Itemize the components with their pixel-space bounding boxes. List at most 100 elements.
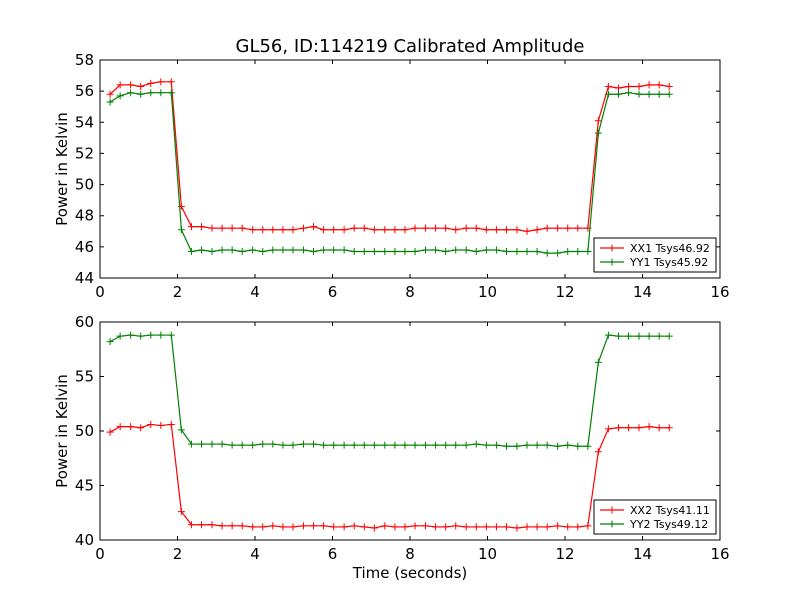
data-point (177, 202, 185, 210)
data-point (238, 224, 246, 232)
data-point (401, 441, 409, 449)
x-tick-label: 10 (478, 283, 497, 301)
data-point (432, 224, 440, 232)
data-point (442, 441, 450, 449)
data-point (543, 441, 551, 449)
data-point (218, 246, 226, 254)
x-axis-label: Time (seconds) (352, 564, 468, 582)
data-point (116, 423, 124, 431)
data-point (208, 248, 216, 256)
data-point (513, 226, 521, 234)
data-point (218, 224, 226, 232)
data-point (442, 224, 450, 232)
data-point (106, 98, 114, 106)
legend-marker (608, 506, 616, 514)
data-point (452, 246, 460, 254)
data-point (279, 246, 287, 254)
data-point (533, 248, 541, 256)
data-point (116, 92, 124, 100)
data-point (279, 226, 287, 234)
y-tick-label: 50 (75, 176, 94, 194)
data-point (370, 226, 378, 234)
data-point (442, 248, 450, 256)
data-point (625, 82, 633, 90)
data-point (137, 332, 145, 340)
data-point (106, 90, 114, 98)
data-point (523, 227, 531, 235)
data-point (350, 248, 358, 256)
data-point (269, 226, 277, 234)
data-point (645, 81, 653, 89)
data-point (360, 441, 368, 449)
data-point (502, 248, 510, 256)
data-point (218, 440, 226, 448)
data-point (422, 246, 429, 254)
data-point (259, 226, 267, 234)
data-point (594, 358, 602, 366)
legend-entry-label: YY2 Tsys49.12 (629, 518, 708, 531)
data-point (249, 246, 257, 254)
data-point (310, 440, 318, 448)
data-point (381, 248, 389, 256)
data-point (432, 523, 440, 531)
data-point (462, 246, 470, 254)
legend-marker (608, 244, 616, 252)
data-point (360, 523, 368, 531)
data-point (228, 224, 236, 232)
data-point (208, 224, 216, 232)
x-tick-label: 6 (328, 545, 338, 563)
data-point (127, 89, 135, 97)
data-point (137, 424, 145, 432)
data-point (604, 331, 612, 339)
data-point (543, 523, 551, 531)
data-point (401, 523, 409, 531)
data-point (259, 523, 267, 531)
data-point (391, 441, 399, 449)
data-point (289, 441, 297, 449)
data-point (462, 224, 470, 232)
x-tick-label: 8 (405, 283, 415, 301)
data-point (492, 441, 500, 449)
data-point (370, 524, 378, 532)
data-point (187, 248, 195, 256)
data-point (249, 441, 257, 449)
data-point (330, 441, 338, 449)
data-point (492, 226, 500, 234)
data-point (340, 523, 348, 531)
data-point (492, 246, 500, 254)
data-point (238, 522, 246, 530)
data-point (330, 523, 338, 531)
data-point (340, 441, 348, 449)
data-point (198, 440, 206, 448)
data-point (655, 332, 663, 340)
data-point (187, 521, 195, 529)
data-point (360, 248, 368, 256)
data-point (554, 249, 562, 257)
data-point (472, 523, 480, 531)
data-point (238, 248, 246, 256)
data-point (614, 84, 622, 92)
data-point (147, 420, 155, 428)
data-point (645, 423, 653, 431)
data-point (269, 522, 277, 530)
data-point (147, 79, 155, 87)
data-point (187, 223, 195, 231)
data-point (279, 523, 287, 531)
data-point (320, 441, 328, 449)
data-point (198, 246, 206, 254)
data-point (208, 521, 216, 529)
data-point (645, 90, 653, 98)
data-point (614, 90, 622, 98)
data-point (422, 522, 429, 530)
x-tick-label: 16 (710, 283, 729, 301)
x-tick-label: 12 (555, 545, 574, 563)
data-point (604, 90, 612, 98)
data-point (564, 224, 572, 232)
data-point (564, 523, 572, 531)
data-point (513, 442, 521, 450)
data-point (350, 224, 358, 232)
legend-marker (608, 520, 616, 528)
data-point (299, 224, 307, 232)
